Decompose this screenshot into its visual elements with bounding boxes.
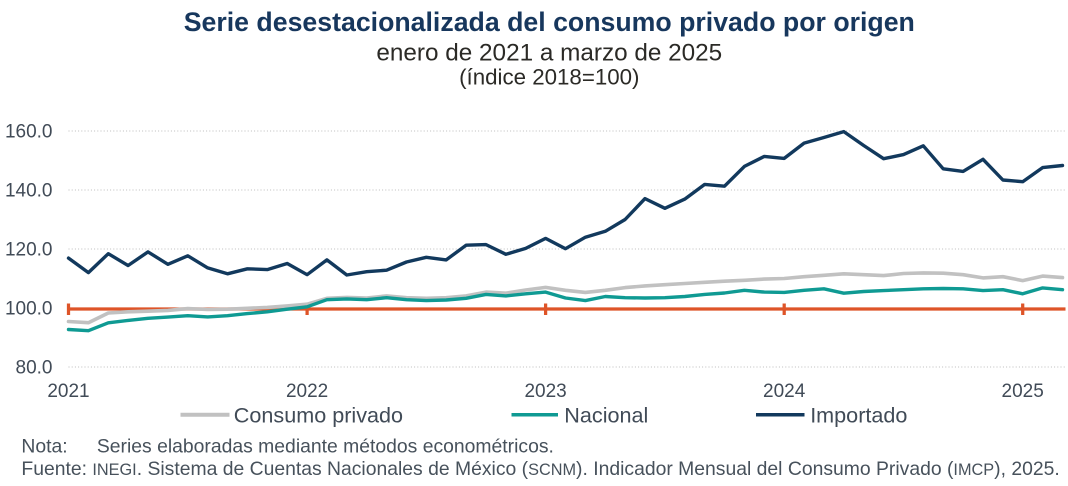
svg-text:140.0: 140.0 [5,181,53,202]
svg-text:Nacional: Nacional [564,402,648,427]
svg-text:2021: 2021 [47,381,89,402]
svg-text:Series elaboradas mediante mét: Series elaboradas mediante métodos econo… [97,435,554,457]
svg-text:Consumo privado: Consumo privado [234,402,403,427]
svg-text:2024: 2024 [763,381,806,402]
svg-text:80.0: 80.0 [16,358,53,379]
svg-text:100.0: 100.0 [5,299,53,320]
svg-text:2022: 2022 [286,381,328,402]
svg-text:enero de 2021 a marzo de 2025: enero de 2021 a marzo de 2025 [376,39,722,66]
svg-text:120.0: 120.0 [5,240,53,261]
svg-text:Importado: Importado [810,402,907,427]
svg-text:160.0: 160.0 [5,122,53,143]
svg-text:Serie desestacionalizada del c: Serie desestacionalizada del consumo pri… [184,7,915,37]
svg-text:Fuente: INEGI. Sistema de Cuen: Fuente: INEGI. Sistema de Cuentas Nacion… [21,458,1059,480]
svg-text:2025: 2025 [1002,381,1044,402]
svg-text:(índice 2018=100): (índice 2018=100) [459,64,639,89]
svg-text:Nota:: Nota: [21,435,67,457]
svg-text:2023: 2023 [524,381,566,402]
